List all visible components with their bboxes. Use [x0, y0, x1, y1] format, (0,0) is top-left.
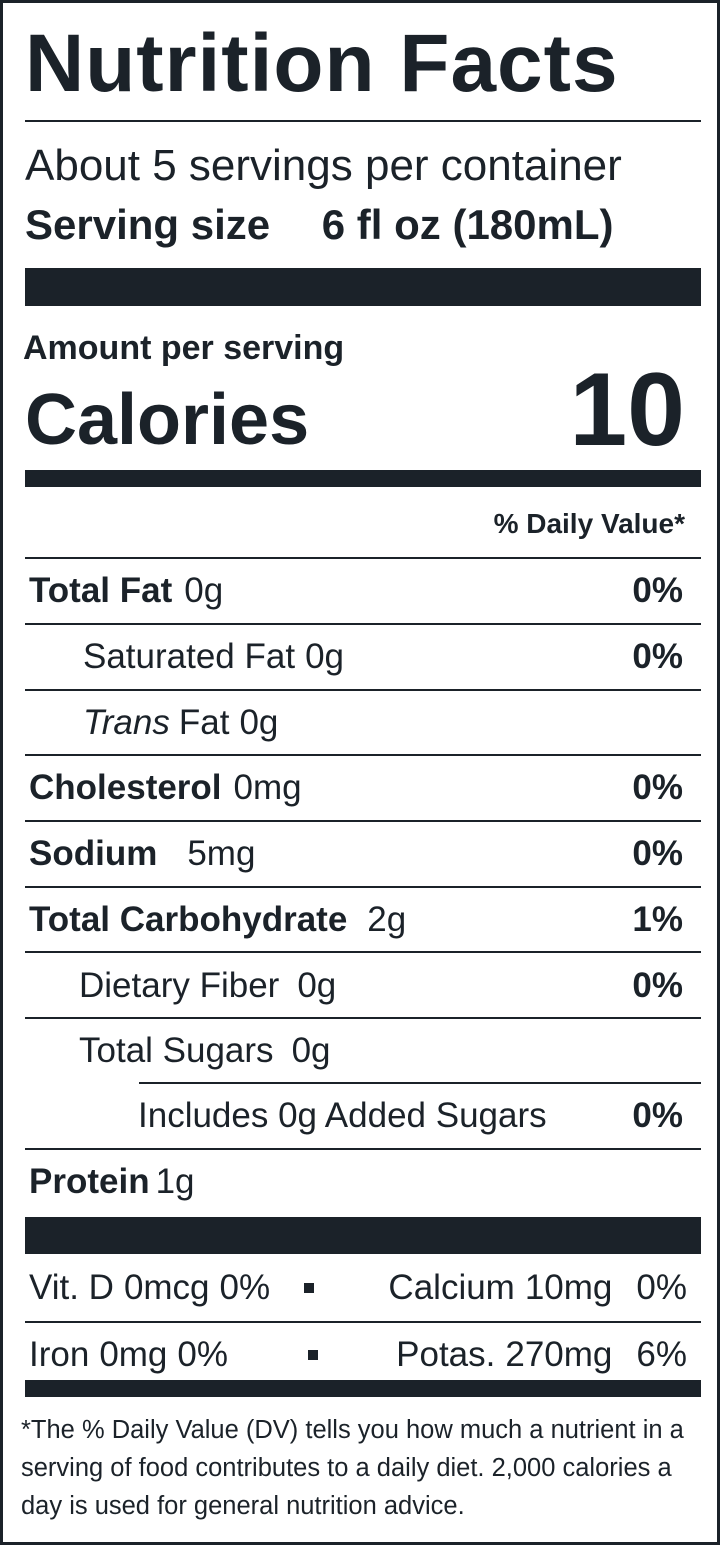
nutrient-amount: 5mg — [187, 834, 256, 873]
nutrient-name: Saturated Fat — [83, 637, 296, 676]
thick-rule — [25, 1217, 701, 1254]
amount-per-serving: Amount per serving — [23, 329, 345, 367]
daily-value: 0% — [632, 1096, 683, 1135]
nutrient-name: Dietary Fiber — [79, 966, 280, 1005]
nutrient-row: Includes 0g Added Sugars 0% — [138, 1084, 683, 1148]
calories-label: Calories — [25, 380, 310, 460]
nutrient-amount: 1g — [155, 1162, 195, 1201]
nutrient-amount: 0mg — [233, 768, 302, 807]
vitamin-amount: 0mcg — [123, 1268, 210, 1307]
footnote: *The % Daily Value (DV) tells you how mu… — [21, 1416, 684, 1520]
vitamin-name: Calcium — [388, 1268, 515, 1307]
vitamin: Potas. 270mg 6% — [396, 1335, 687, 1375]
nutrient-row: Total Carbohydrate 2g 1% — [29, 888, 683, 952]
nutrient-amount: 0g — [291, 1031, 331, 1070]
nutrient-name: Fat — [178, 703, 230, 742]
rule — [25, 951, 701, 953]
vitamin-amount: 270mg — [505, 1335, 613, 1374]
vitamin: Calcium 10mg 0% — [388, 1268, 687, 1308]
nutrient-name-italic: Trans — [83, 703, 170, 742]
nutrient-name: Total Sugars — [79, 1031, 274, 1070]
daily-value: 0% — [632, 966, 683, 1005]
nutrient-row: Total Sugars 0g — [79, 1019, 683, 1083]
calories-value: 10 — [569, 352, 685, 468]
daily-value: 0% — [632, 834, 683, 873]
vitamin-dv: 0% — [636, 1268, 687, 1307]
thick-rule — [25, 1380, 701, 1397]
rule — [25, 1017, 701, 1019]
vitamin-amount: 10mg — [524, 1268, 613, 1307]
vitamin-name: Iron — [29, 1335, 90, 1374]
rule — [25, 557, 701, 559]
nutrient-amount: 0g — [297, 966, 337, 1005]
nutrient-name: Total Carbohydrate — [29, 900, 348, 939]
serving-size: Serving size 6 fl oz (180mL) — [25, 201, 614, 249]
rule — [25, 820, 701, 822]
nutrient-row: Cholesterol 0mg 0% — [29, 756, 683, 820]
nutrient-row: Protein 1g — [29, 1150, 683, 1214]
nutrient-amount: 0g — [305, 637, 345, 676]
vitamin-name: Potas. — [396, 1335, 496, 1374]
vitamin-dv: 0% — [219, 1268, 271, 1307]
daily-value: 1% — [632, 900, 683, 939]
servings: About 5 servings per container — [25, 141, 622, 190]
daily-value: 0% — [632, 571, 683, 610]
serving-size-value: 6 fl oz (180mL) — [321, 201, 614, 248]
vitamin: Iron 0mg 0% — [29, 1335, 228, 1375]
separator — [308, 1350, 318, 1360]
nutrient-row: Total Fat 0g 0% — [29, 559, 683, 623]
title: Nutrition Facts — [25, 18, 619, 109]
rule — [25, 886, 701, 888]
nutrient-row: Dietary Fiber 0g 0% — [79, 954, 683, 1018]
vitamin-amount: 0mg — [99, 1335, 168, 1374]
nutrient-name: Cholesterol — [29, 768, 222, 807]
daily-value: 0% — [632, 637, 683, 676]
nutrient-row: Saturated Fat 0g 0% — [83, 625, 683, 689]
separator — [304, 1283, 315, 1293]
vitamin: Vit. D 0mcg 0% — [29, 1268, 270, 1308]
vitamin-row: Vit. D 0mcg 0% Calcium 10mg 0% — [29, 1256, 687, 1320]
nutrient-amount: 0g — [184, 571, 224, 610]
nutrient-name: Sodium — [29, 834, 158, 873]
rule — [25, 120, 701, 122]
nutrient-amount: 0g — [239, 703, 279, 742]
rule — [25, 754, 701, 756]
daily-value-header: % Daily Value* — [493, 508, 685, 539]
nutrient-name: Includes 0g Added Sugars — [138, 1096, 547, 1135]
rule — [25, 689, 701, 691]
rule — [25, 1321, 701, 1323]
nutrient-row: Trans Fat 0g — [83, 691, 683, 755]
rule — [139, 1082, 701, 1084]
rule — [25, 1148, 701, 1150]
nutrient-row: Sodium 5mg 0% — [29, 822, 683, 886]
vitamin-dv: 0% — [177, 1335, 228, 1374]
thick-rule — [25, 268, 701, 306]
nutrient-name: Protein — [29, 1162, 150, 1201]
nutrient-name: Total Fat — [29, 571, 173, 610]
rule — [25, 623, 701, 625]
vitamin-dv: 6% — [636, 1335, 687, 1374]
vitamin-row: Iron 0mg 0% Potas. 270mg 6% — [29, 1323, 687, 1387]
nutrient-amount: 2g — [367, 900, 407, 939]
daily-value: 0% — [632, 768, 683, 807]
serving-size-label: Serving size — [25, 201, 271, 248]
thick-rule — [25, 470, 701, 487]
vitamin-name: Vit. D — [29, 1268, 114, 1307]
